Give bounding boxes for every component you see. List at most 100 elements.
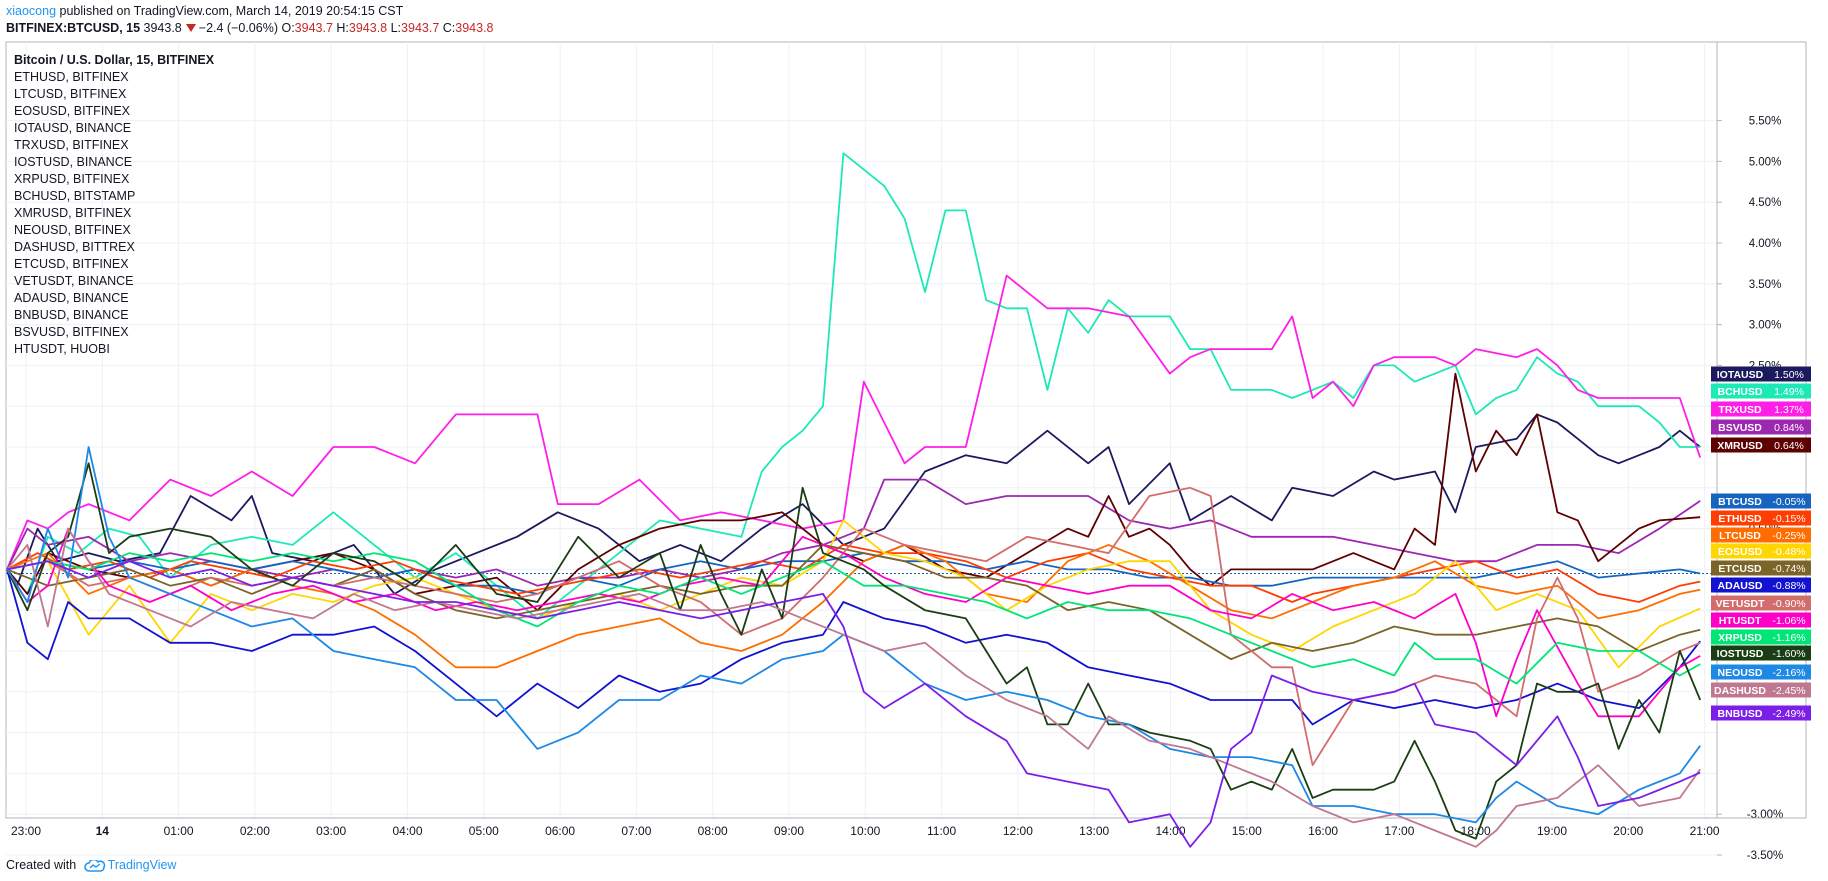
series-line-bnbusd[interactable] (6, 560, 1701, 848)
tradingview-cloud-icon (83, 859, 105, 872)
x-tick-label: 21:00 (1690, 824, 1720, 838)
low-value: 3943.7 (401, 21, 440, 35)
series-name-label: NEOUSD (1718, 667, 1763, 679)
series-line-bsvusd[interactable] (6, 478, 1701, 587)
high-value: 3943.8 (348, 21, 388, 35)
series-value-label: 1.50% (1774, 369, 1804, 381)
y-tick-label: 3.00% (1749, 320, 1782, 332)
series-line-ethusd[interactable] (6, 544, 1701, 603)
legend-entry: XRPUSD, BITFINEX (14, 172, 130, 186)
legend-entry: XMRUSD, BITFINEX (14, 206, 132, 220)
legend-entry: VETUSDT, BINANCE (14, 274, 133, 288)
x-tick-label: 18:00 (1461, 824, 1491, 838)
series-line-neousd[interactable] (6, 446, 1701, 824)
series-line-trxusd[interactable] (6, 274, 1702, 570)
series-line-eosusd[interactable] (6, 519, 1701, 669)
high-label: H: (336, 21, 349, 35)
x-tick-label: 10:00 (850, 824, 880, 838)
chart-title: Bitcoin / U.S. Dollar, 15, BITFINEX (14, 53, 215, 67)
legend-entry: ETCUSD, BITFINEX (14, 257, 129, 271)
series-price-label-neousd (1711, 664, 1811, 680)
legend-entry: BCHUSD, BITSTAMP (14, 189, 135, 203)
x-tick-label: 02:00 (240, 824, 270, 838)
legend-entry: HTUSDT, HUOBI (14, 342, 110, 356)
series-value-label: -0.25% (1772, 530, 1805, 542)
series-value-label: -2.16% (1772, 667, 1805, 679)
open-label: O: (281, 21, 295, 35)
series-value-label: 1.49% (1774, 386, 1804, 398)
series-line-dashusd[interactable] (6, 527, 1701, 848)
series-value-label: 1.37% (1774, 404, 1804, 416)
x-tick-label: 23:00 (11, 824, 41, 838)
series-value-label: -0.05% (1772, 496, 1805, 508)
y-tick-label: 5.50% (1749, 116, 1782, 128)
tradingview-brand-link[interactable]: TradingView (107, 858, 177, 872)
series-price-label-adausd (1711, 577, 1811, 593)
x-tick-label: 04:00 (392, 824, 422, 838)
series-value-label: -1.16% (1772, 632, 1805, 644)
y-tick-label: 3.50% (1749, 279, 1782, 291)
series-name-label: ETHUSD (1718, 513, 1762, 525)
legend-entry: DASHUSD, BITTREX (14, 240, 136, 254)
author-link[interactable]: xiaocong (6, 4, 57, 18)
series-name-label: EOSUSD (1718, 546, 1763, 558)
series-name-label: IOSTUSD (1717, 648, 1764, 660)
last-price: 3943.8 (143, 21, 182, 35)
series-line-bchusd[interactable] (6, 152, 1701, 620)
symbol-label: BITFINEX:BTCUSD, 15 (6, 21, 141, 35)
series-name-label: LTCUSD (1719, 530, 1761, 542)
series-line-iotausd[interactable] (6, 413, 1701, 595)
plot-area (5, 41, 1807, 819)
x-tick-label: 17:00 (1384, 824, 1414, 838)
series-name-label: TRXUSD (1718, 404, 1762, 416)
x-tick-label: 09:00 (774, 824, 804, 838)
series-price-label-eosusd (1711, 543, 1811, 559)
y-tick-label: 5.00% (1749, 156, 1782, 168)
legend-entry: IOTAUSD, BINANCE (14, 121, 131, 135)
series-price-label-etcusd (1711, 560, 1811, 576)
open-value: 3943.7 (294, 21, 333, 35)
series-value-label: 0.84% (1774, 422, 1804, 434)
x-tick-label: 13:00 (1079, 824, 1109, 838)
series-price-label-xmrusd (1711, 437, 1811, 453)
series-name-label: VETUSDT (1715, 598, 1765, 610)
series-price-label-dashusd (1711, 682, 1811, 698)
publish-info: xiaocong published on TradingView.com, M… (6, 4, 403, 18)
legend-entry: BNBUSD, BINANCE (14, 308, 129, 322)
series-value-label: -2.45% (1772, 685, 1805, 697)
series-name-label: BSVUSD (1718, 422, 1762, 434)
legend-entry: IOSTUSD, BINANCE (14, 155, 132, 169)
series-price-label-bnbusd (1711, 705, 1811, 721)
legend-entry: TRXUSD, BITFINEX (14, 138, 129, 152)
y-tick-label: -3.50% (1747, 850, 1783, 862)
series-value-label: -0.74% (1772, 563, 1805, 575)
legend-entry: LTCUSD, BITFINEX (14, 87, 127, 101)
series-name-label: BTCUSD (1718, 496, 1762, 508)
series-name-label: ADAUSD (1718, 580, 1763, 592)
series-name-label: XRPUSD (1718, 632, 1762, 644)
series-name-label: HTUSDT (1719, 615, 1762, 627)
series-price-label-iostusd (1711, 645, 1811, 661)
x-tick-label: 15:00 (1232, 824, 1262, 838)
low-label: L: (390, 21, 402, 35)
series-price-label-bchusd (1711, 383, 1811, 399)
legend-entry: EOSUSD, BITFINEX (14, 104, 131, 118)
x-tick-label: 03:00 (316, 824, 346, 838)
legend-entry: ADAUSD, BINANCE (14, 291, 129, 305)
close-label: C: (442, 21, 456, 35)
x-tick-label: 19:00 (1537, 824, 1567, 838)
series-name-label: IOTAUSD (1717, 369, 1764, 381)
series-price-label-btcusd (1711, 493, 1811, 509)
x-tick-label: 01:00 (164, 824, 194, 838)
series-line-adausd[interactable] (6, 569, 1701, 726)
y-tick-label: 4.00% (1749, 238, 1782, 250)
series-line-iostusd[interactable] (6, 462, 1702, 840)
series-value-label: -1.60% (1772, 648, 1805, 660)
series-name-label: ETCUSD (1718, 563, 1762, 575)
x-tick-label: 12:00 (1003, 824, 1033, 838)
series-name-label: XMRUSD (1717, 440, 1763, 452)
series-price-label-ltcusd (1711, 527, 1811, 543)
x-tick-label: 20:00 (1613, 824, 1643, 838)
x-tick-label: 08:00 (698, 824, 728, 838)
